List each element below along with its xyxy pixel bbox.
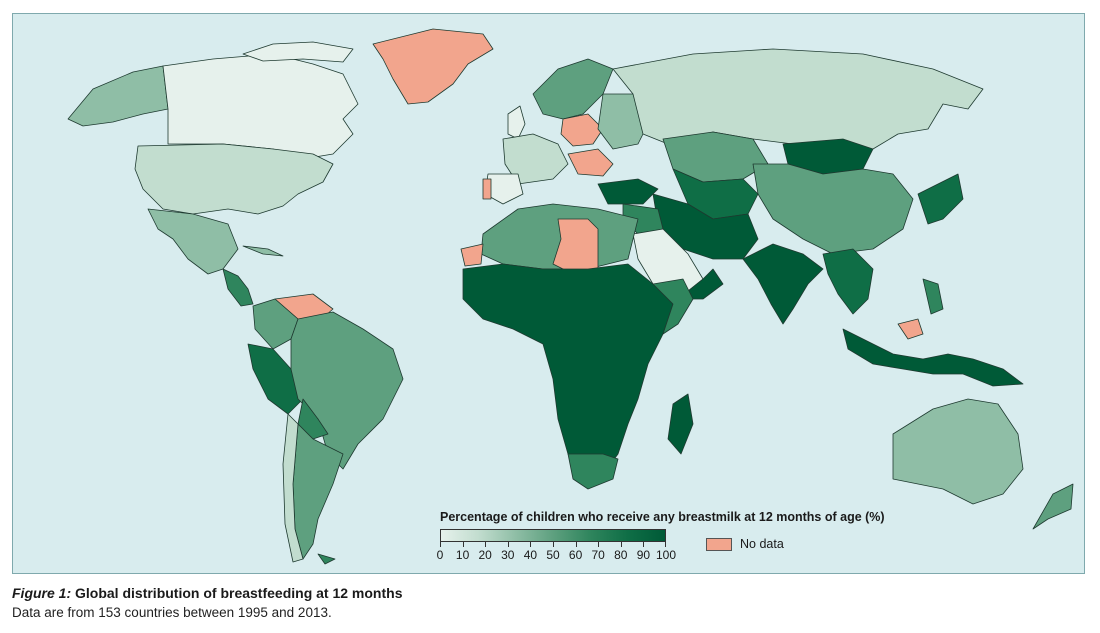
legend-tick — [553, 542, 554, 547]
region-turkey — [597, 178, 659, 205]
region-east-africa — [652, 278, 694, 335]
region-peru-ecuador — [247, 343, 304, 415]
region-indonesia — [842, 328, 1024, 387]
legend-ticks — [440, 542, 666, 548]
region-western-sahara — [460, 243, 484, 267]
region-southeast-asia — [822, 248, 874, 315]
region-borneo — [897, 318, 924, 340]
region-chile — [282, 413, 304, 563]
no-data-label: No data — [740, 537, 784, 551]
legend-tick — [462, 542, 464, 547]
legend-tick-label: 10 — [455, 548, 470, 562]
region-sub-saharan-africa — [462, 263, 674, 480]
region-new-zealand — [1032, 483, 1074, 530]
region-usa — [134, 143, 334, 215]
legend-tick-label: 70 — [591, 548, 605, 562]
world-map — [67, 28, 1074, 565]
region-cuba — [242, 245, 284, 257]
legend-tick-label: 50 — [546, 548, 560, 562]
figure-subtitle: Data are from 153 countries between 1995… — [12, 605, 332, 620]
figure-title: Global distribution of breastfeeding at … — [75, 585, 403, 601]
region-india — [742, 243, 824, 325]
legend-color-scale — [440, 529, 666, 542]
legend-tick — [530, 542, 532, 547]
region-bolivia — [297, 398, 329, 440]
region-greenland — [372, 28, 494, 105]
region-southern-africa — [567, 453, 619, 490]
legend: Percentage of children who receive any b… — [428, 510, 928, 573]
region-philippines — [922, 278, 944, 315]
map-frame: Percentage of children who receive any b… — [12, 13, 1085, 574]
region-falklands — [317, 553, 336, 565]
region-north-africa — [480, 203, 639, 270]
region-brazil — [290, 311, 404, 470]
region-china — [752, 163, 914, 255]
legend-tick-labels: 0 10 20 30 40 50 60 70 80 90 100 — [436, 548, 676, 564]
legend-tick — [598, 542, 600, 547]
legend-title: Percentage of children who receive any b… — [440, 510, 885, 524]
region-madagascar — [667, 393, 694, 455]
legend-tick — [575, 542, 577, 547]
region-australia — [892, 398, 1024, 505]
region-central-europe-nodata — [560, 113, 604, 147]
region-western-europe — [502, 133, 569, 185]
legend-tick-label: 80 — [614, 548, 628, 562]
legend-tick — [643, 542, 645, 547]
legend-tick-label: 100 — [655, 548, 677, 562]
region-uk — [507, 105, 526, 140]
figure-label: Figure 1: — [12, 585, 72, 601]
legend-tick — [620, 542, 622, 547]
region-alaska — [67, 65, 169, 127]
legend-tick — [665, 542, 666, 547]
caption-title-line: Figure 1: Global distribution of breastf… — [12, 585, 1082, 601]
region-portugal — [482, 178, 492, 200]
region-korea-japan — [917, 173, 964, 225]
region-mexico — [147, 208, 239, 275]
region-canada-islands — [242, 41, 354, 63]
region-canada — [162, 53, 359, 160]
legend-tick — [485, 542, 487, 547]
legend-tick-label: 0 — [436, 548, 444, 562]
figure-caption: Figure 1: Global distribution of breastf… — [12, 585, 1082, 620]
legend-tick-label: 90 — [636, 548, 651, 562]
legend-tick-label: 20 — [478, 548, 492, 562]
region-central-america — [222, 268, 254, 307]
no-data-swatch — [706, 538, 732, 551]
legend-tick-label: 30 — [501, 548, 515, 562]
legend-tick-label: 60 — [568, 548, 583, 562]
legend-tick — [507, 542, 509, 547]
region-balkans — [567, 148, 614, 177]
legend-tick — [440, 542, 441, 547]
legend-tick-label: 40 — [523, 548, 538, 562]
region-libya — [552, 218, 599, 275]
